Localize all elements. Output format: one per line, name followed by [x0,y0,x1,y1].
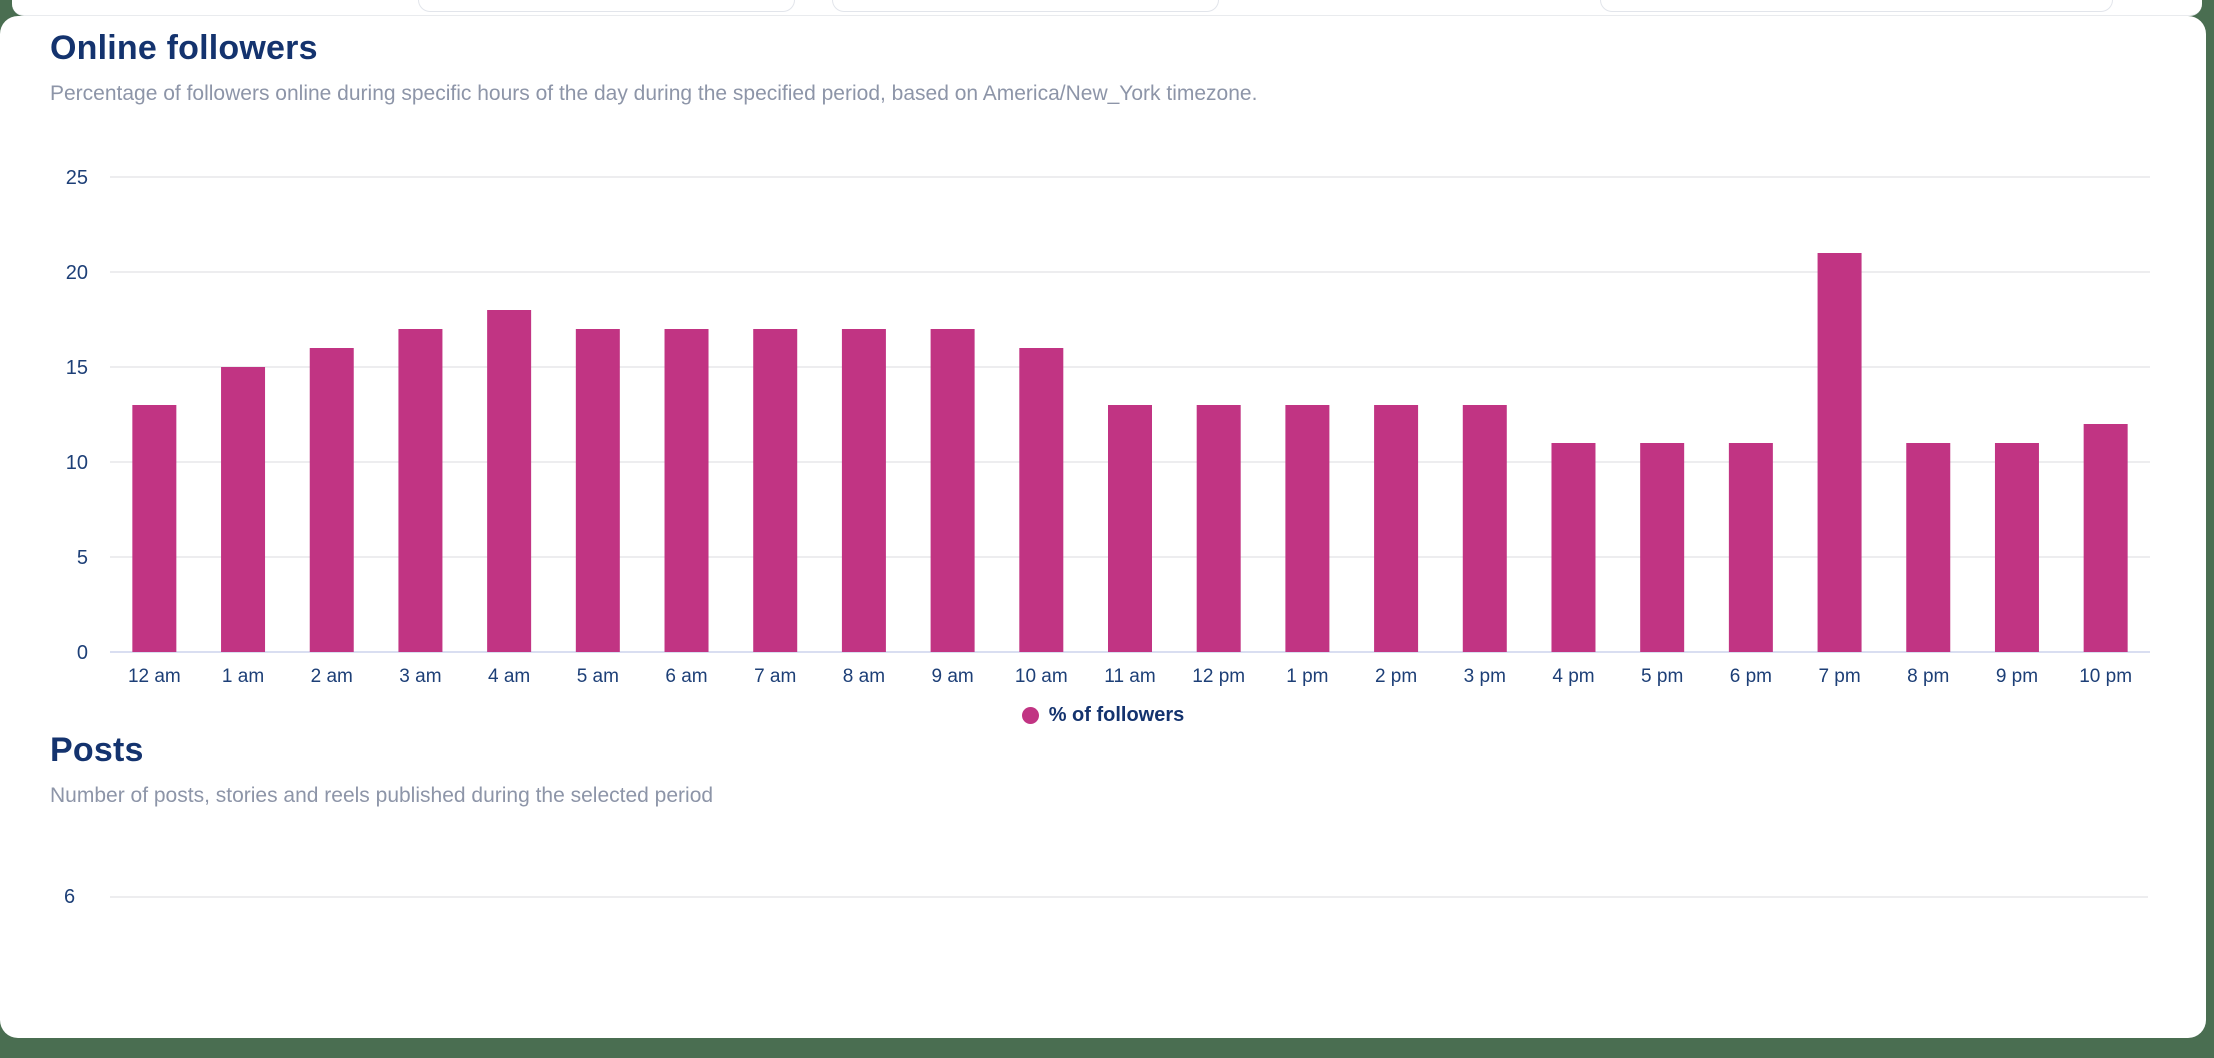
x-label-4pm: 4 pm [1552,666,1594,687]
filter-input-2[interactable] [832,0,1219,12]
x-label-5pm: 5 pm [1641,666,1683,687]
filter-input-1[interactable] [418,0,795,12]
x-label-8pm: 8 pm [1907,666,1949,687]
x-label-4am: 4 am [488,666,530,687]
x-label-10pm: 10 pm [2079,666,2132,687]
filter-input-3[interactable] [1600,0,2113,12]
bar-6pm[interactable] [1728,443,1773,652]
bar-5pm[interactable] [1640,443,1685,652]
x-label-7am: 7 am [754,666,796,687]
bar-5am[interactable] [575,329,620,652]
legend-label: % of followers [1048,703,1185,726]
bar-6am[interactable] [664,329,709,652]
x-label-3pm: 3 pm [1464,666,1506,687]
y-tick-0: 0 [77,642,88,664]
bar-2pm[interactable] [1374,405,1419,652]
x-label-1am: 1 am [222,666,264,687]
bar-4am[interactable] [487,310,532,652]
y-tick-25: 25 [66,167,88,189]
online-followers-chart-area: 0 5 10 15 20 25 12 am 1 am 2 am 3 am 4 am 5 am 6 am 7… [50,132,2156,692]
x-label-6am: 6 am [665,666,707,687]
posts-y-tick: 6 [64,886,76,908]
bar-3pm[interactable] [1462,405,1507,652]
online-followers-title: Online followers [50,29,318,67]
bar-2am[interactable] [309,348,354,652]
x-label-7pm: 7 pm [1818,666,1860,687]
x-label-1pm: 1 pm [1286,666,1328,687]
bar-11am[interactable] [1108,405,1152,652]
bar-10pm[interactable] [2083,424,2128,652]
x-label-12am: 12 am [128,666,181,687]
x-label-9pm: 9 pm [1996,666,2038,687]
x-label-2pm: 2 pm [1375,666,1417,687]
bar-10am[interactable] [1019,348,1064,652]
online-followers-bar-chart: 0 5 10 15 20 25 12 am 1 am 2 am 3 am 4 am 5 am 6 am 7… [66,167,2150,687]
x-label-5am: 5 am [577,666,619,687]
y-tick-10: 10 [66,452,88,474]
x-label-3am: 3 am [399,666,441,687]
posts-title: Posts [50,731,144,769]
bar-1pm[interactable] [1285,405,1330,652]
y-tick-5: 5 [77,547,88,569]
bar-9am[interactable] [930,329,975,652]
bar-7pm[interactable] [1817,253,1862,652]
bar-9pm[interactable] [1994,443,2039,652]
bar-1am[interactable] [221,367,266,652]
bar-3am[interactable] [398,329,443,652]
posts-gridline [110,896,2148,898]
y-tick-20: 20 [66,262,88,284]
bar-8pm[interactable] [1906,443,1951,652]
bar-7am[interactable] [753,329,798,652]
analytics-card: Online followers Percentage of followers… [0,16,2206,1038]
legend-dot-icon [1021,706,1039,724]
x-label-11am: 11 am [1104,666,1155,687]
x-label-8am: 8 am [843,666,885,687]
bar-4pm[interactable] [1551,443,1596,652]
posts-subtitle: Number of posts, stories and reels publi… [50,784,714,807]
online-followers-subtitle: Percentage of followers online during sp… [50,82,1258,105]
bar-12pm[interactable] [1196,405,1241,652]
x-label-2am: 2 am [311,666,353,687]
x-label-6pm: 6 pm [1730,666,1772,687]
chart-legend: % of followers [50,700,2156,730]
x-label-12pm: 12 pm [1192,666,1245,687]
x-label-10am: 10 am [1015,666,1068,687]
x-label-9am: 9 am [931,666,973,687]
filter-toolbar [12,0,2202,16]
posts-chart-partial: 6 [50,844,2156,934]
y-tick-15: 15 [66,357,88,379]
bar-8am[interactable] [841,329,886,652]
bar-12am[interactable] [132,405,177,652]
